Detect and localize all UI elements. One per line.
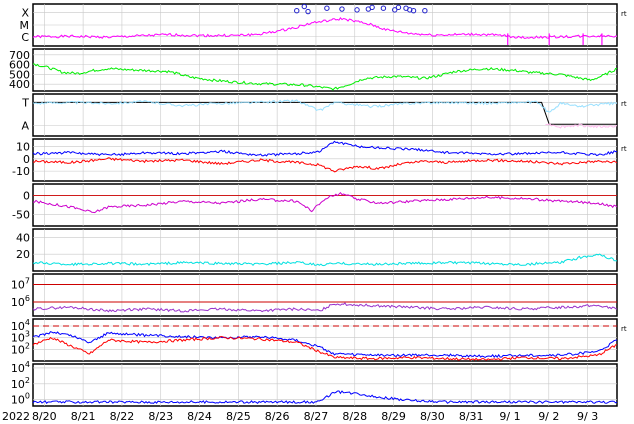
series-dst-0 <box>32 191 618 214</box>
y-tick-label-solar_wind_speed: 600 <box>9 59 30 72</box>
y-tick-label-dst: -50 <box>12 209 30 222</box>
series-lines <box>32 16 618 404</box>
right-label-imf_sector: rt <box>621 100 627 108</box>
y-tick-label-high_energy_proton: 102 <box>11 376 30 391</box>
series-imf_sector-1 <box>545 123 618 129</box>
year-label: 2022 <box>2 410 30 423</box>
x-tick-label: 8/20 <box>32 410 57 423</box>
y-tick-label-high_energy_proton: 100 <box>11 392 30 407</box>
y-category-label-imf_sector: T <box>21 96 29 109</box>
flare-mark <box>380 5 387 11</box>
series-proton_flux-1 <box>32 335 618 361</box>
y-tick-label-electron_flux: 107 <box>11 277 30 292</box>
panel-frame-imf_sector <box>32 93 618 137</box>
y-tick-label-high_energy_proton: 104 <box>11 360 30 375</box>
series-electron_flux-0 <box>32 302 618 313</box>
series-xray-0 <box>32 16 618 39</box>
flare-mark <box>339 6 345 12</box>
panel-frame-density <box>32 228 618 272</box>
right-label-imf_components: rt <box>621 145 627 153</box>
flare-mark <box>395 4 402 11</box>
series-solar_wind_speed-0 <box>32 63 617 91</box>
y-category-label-xray: X <box>21 6 29 19</box>
y-category-label-xray: M <box>20 19 30 32</box>
panel-frame-high_energy_proton <box>32 363 618 407</box>
threshold-line <box>33 101 617 125</box>
x-tick-label: 9/ 3 <box>577 410 598 423</box>
x-tick-label: 8/22 <box>110 410 135 423</box>
y-tick-label-solar_wind_speed: 700 <box>9 49 30 62</box>
y-tick-label-imf_components: 10 <box>16 140 30 153</box>
flare-mark <box>301 3 307 10</box>
y-tick-label-imf_components: 0 <box>23 153 30 166</box>
x-tick-label: 8/21 <box>71 410 96 423</box>
y-tick-label-dst: 0 <box>23 189 30 202</box>
series-imf_components-1 <box>32 157 618 173</box>
x-tick-label: 8/28 <box>342 410 367 423</box>
y-category-label-imf_sector: A <box>21 120 29 133</box>
right-label-xray: rt <box>621 10 627 18</box>
panel-frame-solar_wind_speed <box>32 48 618 92</box>
panel-frame-electron_flux <box>32 273 618 317</box>
x-tick-label: 8/29 <box>381 410 406 423</box>
grid-lines <box>33 4 617 406</box>
flare-mark <box>392 7 398 13</box>
flare-mark <box>369 4 375 11</box>
right-label-proton_flux: rt <box>621 325 627 333</box>
flare-mark <box>422 8 428 14</box>
x-tick-label: 8/27 <box>304 410 329 423</box>
series-imf_components-0 <box>32 140 618 157</box>
panel-frame-dst <box>32 183 618 227</box>
x-axis-labels: 8/20 8/21 8/22 8/23 8/24 8/25 8/26 8/27 8/28 8/29… <box>32 410 598 423</box>
flare-mark <box>354 7 360 13</box>
x-tick-label: 9/ 2 <box>538 410 559 423</box>
x-tick-label: 8/23 <box>148 410 173 423</box>
flare-mark <box>410 8 417 14</box>
y-category-label-xray: C <box>21 31 29 44</box>
x-tick-label: 8/25 <box>226 410 251 423</box>
y-tick-label-solar_wind_speed: 500 <box>9 68 30 81</box>
y-tick-label-density: 40 <box>16 231 30 244</box>
y-tick-label-electron_flux: 106 <box>11 294 30 309</box>
y-tick-label-solar_wind_speed: 400 <box>9 78 30 91</box>
x-tick-label: 8/26 <box>265 410 290 423</box>
x-tick-label: 8/24 <box>187 410 212 423</box>
y-tick-label-density: 20 <box>16 248 30 261</box>
y-tick-label-imf_components: -10 <box>12 165 30 178</box>
series-imf_sector-0 <box>32 99 618 113</box>
flare-mark <box>324 5 330 11</box>
flare-mark <box>294 8 300 14</box>
x-tick-label: 8/30 <box>420 410 445 423</box>
x-tick-label: 8/31 <box>459 410 484 423</box>
series-high_energy_proton-0 <box>32 390 618 404</box>
flare-marks <box>294 3 428 15</box>
series-proton_flux-0 <box>32 331 618 359</box>
x-tick-label: 9/ 1 <box>499 410 520 423</box>
flare-mark <box>305 8 311 15</box>
series-density-0 <box>32 253 618 267</box>
panel-frame-imf_components <box>32 138 618 182</box>
panel-frames <box>32 3 618 407</box>
